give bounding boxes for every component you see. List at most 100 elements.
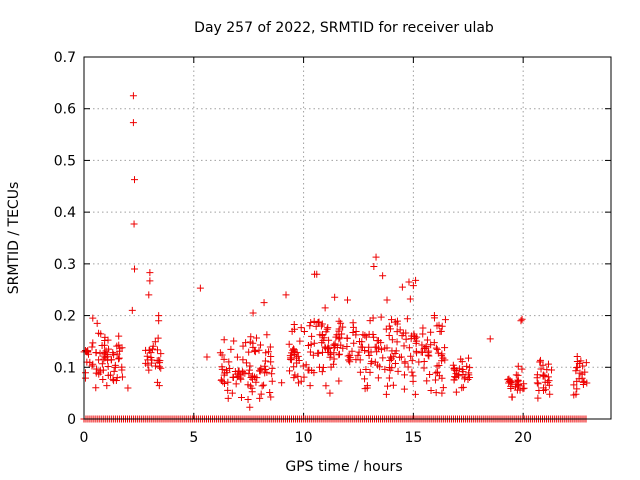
data-point (423, 336, 431, 344)
data-point (218, 363, 226, 371)
data-point (146, 277, 154, 285)
data-point (255, 346, 263, 354)
data-point (310, 369, 318, 377)
data-point (261, 362, 269, 370)
data-point (155, 359, 163, 367)
data-point (505, 379, 513, 387)
data-point (129, 119, 137, 127)
data-point (350, 339, 358, 347)
data-point (537, 365, 545, 373)
data-point (268, 364, 276, 372)
y-tick-label: 0.2 (54, 309, 76, 325)
data-point (438, 357, 446, 365)
data-point (439, 384, 447, 392)
data-point (235, 367, 243, 375)
data-point (282, 291, 290, 299)
data-point (382, 390, 390, 398)
data-point (330, 355, 338, 363)
data-point (98, 360, 106, 368)
data-point (307, 340, 315, 348)
data-point (420, 358, 428, 366)
data-point (258, 382, 266, 390)
data-point (398, 332, 406, 340)
data-point (409, 282, 417, 290)
data-point (261, 369, 269, 377)
data-point (157, 350, 165, 358)
data-point (465, 371, 473, 379)
data-point (452, 388, 460, 396)
data-point (433, 345, 441, 353)
data-point (81, 374, 89, 382)
data-point (300, 328, 308, 336)
data-point (247, 333, 255, 341)
data-point (131, 176, 139, 184)
data-point (237, 394, 245, 402)
data-point (315, 349, 323, 357)
data-point (319, 363, 327, 371)
data-point (405, 344, 413, 352)
data-point (441, 316, 449, 324)
data-point (386, 325, 394, 333)
data-point (236, 374, 244, 382)
data-point (245, 348, 253, 356)
data-point (425, 347, 433, 355)
data-point (157, 364, 165, 372)
data-point (310, 339, 318, 347)
data-point (365, 351, 373, 359)
chart-title: Day 257 of 2022, SRMTID for receiver ula… (194, 20, 494, 36)
data-point (385, 332, 393, 340)
data-point (335, 335, 343, 343)
data-point (543, 366, 551, 374)
data-point (130, 220, 138, 228)
data-point (419, 324, 427, 332)
data-point (251, 348, 259, 356)
data-point (227, 345, 235, 353)
data-point (318, 339, 326, 347)
data-point (377, 346, 385, 354)
data-point (401, 359, 409, 367)
data-point (100, 348, 108, 356)
data-point (508, 393, 516, 401)
data-point (426, 371, 434, 379)
data-point (151, 338, 159, 346)
data-point (302, 361, 310, 369)
data-point (93, 319, 101, 327)
data-point (103, 382, 111, 390)
data-point (290, 363, 298, 371)
data-point (304, 366, 312, 374)
data-point (534, 380, 542, 388)
data-point (432, 344, 440, 352)
data-point (245, 366, 253, 374)
data-point (337, 341, 345, 349)
data-point (104, 362, 112, 370)
data-point (286, 355, 294, 363)
data-point (389, 381, 397, 389)
data-point (519, 385, 527, 393)
data-point (576, 369, 584, 377)
data-point (386, 366, 394, 374)
data-point (228, 389, 236, 397)
data-point (265, 348, 273, 356)
data-point (434, 349, 442, 357)
data-point (400, 385, 408, 393)
data-point (96, 349, 104, 357)
data-point (371, 343, 379, 351)
data-point (583, 379, 591, 387)
data-point (570, 391, 578, 399)
data-point (324, 324, 332, 332)
data-point (256, 394, 264, 402)
data-point (438, 350, 446, 358)
data-point (573, 377, 581, 385)
data-point (427, 341, 435, 349)
data-point (110, 367, 118, 375)
data-point (520, 384, 528, 392)
data-point (388, 355, 396, 363)
data-point (145, 366, 153, 374)
y-tick-label: 0.5 (54, 153, 76, 169)
x-tick-label: 0 (80, 430, 89, 446)
data-point (388, 336, 396, 344)
data-point (247, 373, 255, 381)
data-point (251, 347, 259, 355)
data-point (545, 381, 553, 389)
data-point (435, 321, 443, 329)
